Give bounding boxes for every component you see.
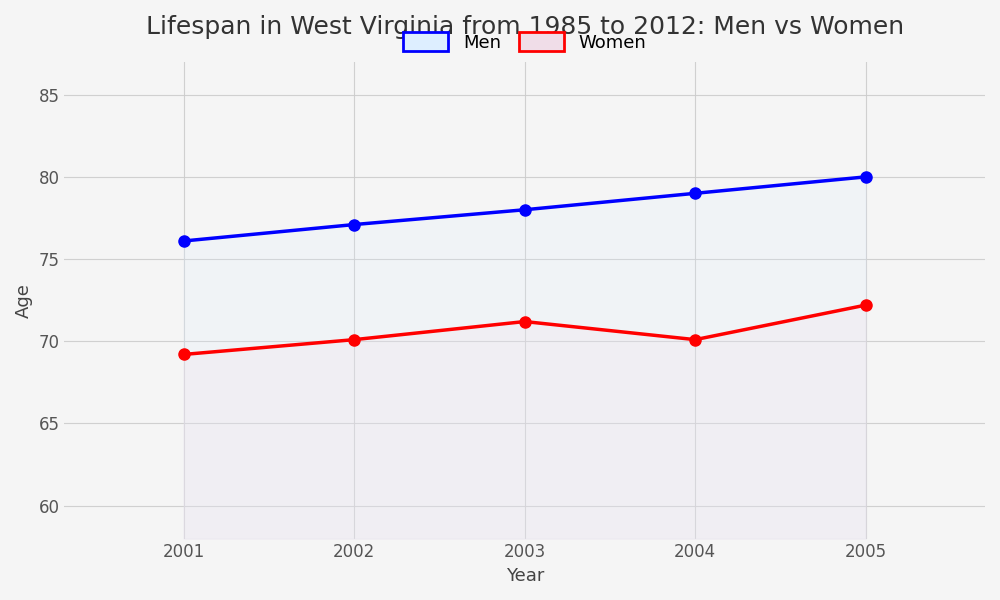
Legend: Men, Women: Men, Women <box>394 23 655 61</box>
Title: Lifespan in West Virginia from 1985 to 2012: Men vs Women: Lifespan in West Virginia from 1985 to 2… <box>146 15 904 39</box>
X-axis label: Year: Year <box>506 567 544 585</box>
Y-axis label: Age: Age <box>15 283 33 317</box>
